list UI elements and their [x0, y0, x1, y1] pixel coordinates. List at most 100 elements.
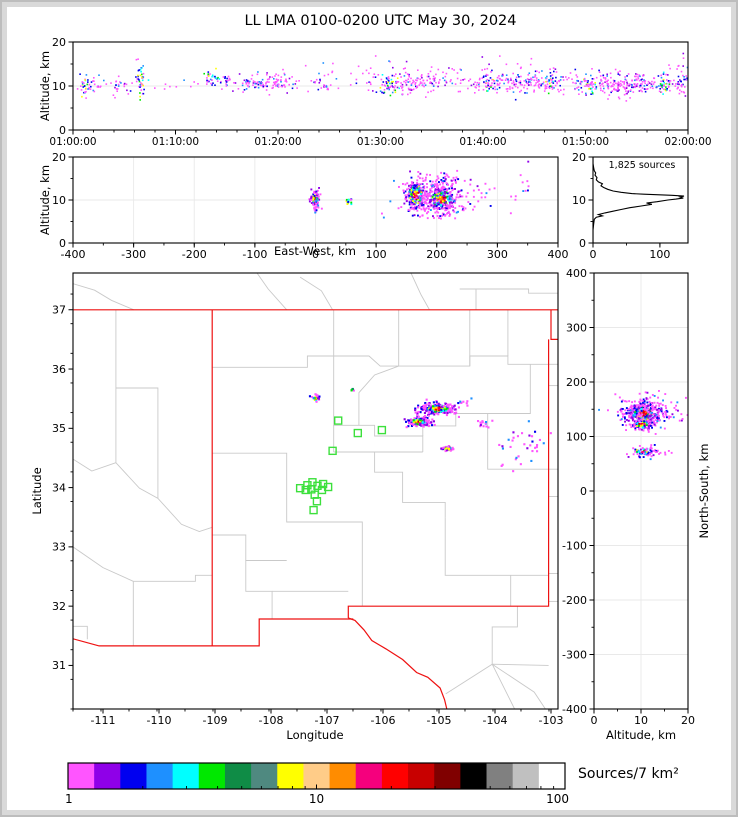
x-tick-label: -100	[242, 248, 267, 261]
county-line	[115, 387, 159, 499]
colorbar-segment	[277, 763, 304, 789]
x-tick-label: -110	[147, 714, 172, 727]
state-border	[73, 618, 354, 647]
county-line	[212, 309, 335, 368]
colorbar-segment	[460, 763, 488, 789]
state-border	[347, 339, 550, 618]
x-tick-label: -104	[483, 714, 508, 727]
colorbar-segment	[355, 763, 383, 789]
y-tick-label: 20	[52, 36, 66, 49]
county-line	[491, 606, 518, 665]
x-tick-label: 20	[681, 714, 695, 727]
x-tick-label: 0	[591, 714, 598, 727]
x-tick-label: 0	[590, 248, 597, 261]
x-tick-label: 200	[426, 248, 447, 261]
x-tick-label: -105	[427, 714, 452, 727]
county-line	[491, 663, 546, 709]
x-tick-label: 02:00:00	[664, 136, 711, 148]
x-tick-label: -108	[259, 714, 284, 727]
altitude-histogram-line	[593, 157, 685, 243]
x-tick-label: 100	[366, 248, 387, 261]
colorbar-segment	[408, 763, 435, 789]
county-line	[115, 462, 213, 532]
county-line	[445, 663, 549, 695]
county-line	[410, 273, 430, 311]
x-tick-label: 10	[634, 714, 648, 727]
county-line	[256, 273, 288, 311]
colorbar-segment	[198, 763, 226, 789]
county-line	[73, 458, 117, 472]
colorbar-segment	[224, 763, 252, 789]
y-tick-label: 36	[52, 363, 66, 376]
colorbar-segment	[146, 763, 174, 789]
y-tick-label: 0	[579, 237, 586, 250]
panel-ew_altitude: -400 -300 -200 -100 0 100 200 300 400 0 10 20	[52, 151, 569, 261]
colorbar-segment	[434, 763, 461, 789]
x-tick-label: 400	[548, 248, 569, 261]
colorbar-segment	[538, 763, 566, 789]
x-tick-label: -300	[121, 248, 146, 261]
y-tick-label: 300	[566, 321, 587, 334]
y-tick-label: 10	[572, 194, 586, 207]
county-line	[73, 283, 134, 311]
colorbar-segment	[94, 763, 121, 789]
colorbar-tick-label: 100	[546, 792, 569, 806]
lma-station-marker	[309, 505, 318, 515]
lma-station-marker	[301, 485, 310, 495]
x-tick-label: 01:50:00	[562, 136, 609, 148]
colorbar-segment	[120, 763, 147, 789]
colorbar-tick-label: 1	[65, 792, 73, 806]
panel-ns_altitude-points	[598, 390, 688, 461]
x-tick-label: 01:20:00	[254, 136, 301, 148]
y-tick-label: 32	[52, 600, 66, 613]
y-tick-label: 200	[566, 376, 587, 389]
y-tick-label: 20	[572, 151, 586, 164]
lma-station-marker	[334, 416, 343, 425]
colorbar-segment	[486, 763, 514, 789]
y-tick-label: 400	[566, 267, 587, 280]
county-line	[358, 365, 399, 426]
y-tick-label: 31	[52, 659, 66, 672]
y-tick-label: 10	[52, 194, 66, 207]
panel-alt_histogram: 0 100 0 10 20	[572, 151, 689, 261]
colorbar-segment	[68, 763, 95, 789]
county-line	[212, 452, 363, 607]
x-tick-label: -109	[203, 714, 228, 727]
county-line	[133, 574, 213, 582]
x-tick-label: -106	[371, 714, 396, 727]
y-tick-label: 0	[59, 124, 66, 137]
x-tick-label: -103	[539, 714, 564, 727]
x-tick-label: 300	[487, 248, 508, 261]
x-tick-label: -111	[91, 714, 116, 727]
y-tick-label: 10	[52, 80, 66, 93]
colorbar-segment	[381, 763, 409, 789]
x-tick-label: -107	[315, 714, 340, 727]
y-tick-label: -400	[562, 703, 587, 716]
county-line	[299, 276, 333, 311]
y-tick-label: 37	[52, 304, 66, 317]
colorbar-segment	[329, 763, 357, 789]
y-tick-label: 0	[59, 237, 66, 250]
y-tick-label: 34	[52, 481, 66, 494]
colorbar-segment	[172, 763, 200, 789]
county-line	[422, 364, 531, 436]
lma-station-marker	[377, 425, 387, 435]
county-line	[374, 452, 446, 518]
panel-ew_altitude-points	[308, 160, 530, 220]
x-tick-label: 01:40:00	[459, 136, 506, 148]
state-border	[348, 617, 448, 709]
lma-station-marker	[312, 497, 322, 506]
y-tick-label: 33	[52, 541, 66, 554]
county-line	[491, 663, 516, 709]
county-line	[487, 413, 558, 470]
y-tick-label: 100	[566, 430, 587, 443]
x-tick-label: -200	[182, 248, 207, 261]
county-line	[73, 546, 134, 582]
colorbar-segment	[251, 763, 278, 789]
lma-station-marker	[328, 446, 337, 456]
county-line	[245, 560, 273, 619]
y-tick-label: 20	[52, 151, 66, 164]
y-tick-label: -100	[562, 539, 587, 552]
